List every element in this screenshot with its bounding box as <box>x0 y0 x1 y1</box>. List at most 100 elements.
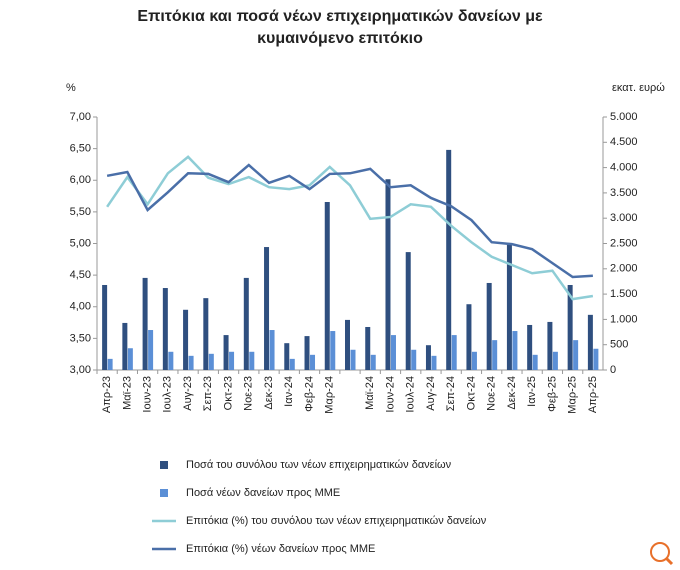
bar <box>527 324 533 370</box>
x-tick-label: Δεκ-24 <box>506 376 518 410</box>
bar <box>365 326 371 370</box>
y2-tick-label: 2.000 <box>610 263 638 275</box>
bar <box>269 330 275 370</box>
x-tick-label: Αυγ-24 <box>425 376 437 411</box>
bar <box>310 354 316 370</box>
y-tick-label: 7,00 <box>70 111 91 123</box>
bar <box>466 304 472 370</box>
bar <box>284 343 290 370</box>
x-tick-label: Μαρ-24 <box>324 376 336 414</box>
x-tick-label: Δεκ-23 <box>263 376 275 410</box>
x-tick-label: Απρ-23 <box>101 376 113 413</box>
y2-tick-label: 1.000 <box>610 313 638 325</box>
y2-tick-label: 4.500 <box>610 136 638 148</box>
bar <box>208 353 214 370</box>
bar <box>492 340 498 370</box>
bar <box>506 244 512 370</box>
bar <box>451 335 457 370</box>
bar <box>324 202 330 370</box>
bar <box>593 348 599 370</box>
bar <box>573 340 579 370</box>
legend-label: Επιτόκια (%) του συνόλου των νέων επιχει… <box>186 515 487 527</box>
bar <box>304 336 310 370</box>
bar <box>405 252 411 370</box>
bar <box>385 179 391 370</box>
line <box>106 155 594 301</box>
bar <box>552 351 558 370</box>
bar <box>102 284 108 370</box>
bar <box>168 351 174 370</box>
y2-tick-label: 500 <box>610 339 628 351</box>
x-tick-label: Απρ-25 <box>587 376 599 413</box>
legend-label: Ποσά νέων δανείων προς ΜΜΕ <box>186 487 340 499</box>
x-tick-label: Νοε-23 <box>243 376 255 411</box>
chart-title: Επιτόκια και ποσά νέων επιχειρηματικών δ… <box>137 8 543 47</box>
x-tick-label: Μαϊ-23 <box>121 376 133 410</box>
bar <box>249 351 255 370</box>
x-tick-label: Νοε-24 <box>486 376 498 411</box>
bar <box>425 345 431 370</box>
legend-swatch <box>160 489 168 497</box>
x-tick-label: Φεβ-24 <box>303 376 315 412</box>
y2-tick-label: 3.000 <box>610 212 638 224</box>
bar <box>390 335 396 370</box>
y2-tick-label: 2.500 <box>610 237 638 249</box>
y-tick-label: 4,00 <box>70 301 91 313</box>
y2-tick-label: 5.000 <box>610 111 638 123</box>
y-tick-label: 6,00 <box>70 174 91 186</box>
bar <box>223 335 229 370</box>
bar <box>345 319 350 370</box>
y-tick-label: 5,50 <box>70 206 91 218</box>
bar <box>567 284 573 370</box>
y2-axis-label: εκατ. ευρώ <box>612 82 665 94</box>
x-tick-label: Ιαν-25 <box>526 376 538 407</box>
x-tick-label: Ιουν-23 <box>142 376 154 413</box>
bar <box>188 355 194 370</box>
x-tick-label: Ιουν-24 <box>384 376 396 413</box>
y2-tick-label: 0 <box>610 364 616 376</box>
bar <box>532 354 538 370</box>
bar <box>127 348 133 370</box>
y-axis-label: % <box>66 82 76 94</box>
y-tick-label: 4,50 <box>70 269 91 281</box>
y-tick-label: 5,00 <box>70 237 91 249</box>
bar <box>289 358 295 370</box>
bar <box>486 282 492 370</box>
bar <box>411 349 417 370</box>
bar <box>203 298 209 370</box>
legend-label: Επιτόκια (%) νέων δανείων προς ΜΜΕ <box>186 543 375 555</box>
bar <box>229 351 235 370</box>
x-tick-label: Φεβ-25 <box>546 376 558 412</box>
bar <box>264 247 270 370</box>
legend-swatch <box>160 461 168 469</box>
bar <box>547 321 553 370</box>
x-tick-label: Οκτ-24 <box>465 376 477 410</box>
bar <box>446 149 452 370</box>
x-tick-label: Οκτ-23 <box>222 376 234 410</box>
logo <box>650 542 674 566</box>
bar <box>431 355 437 370</box>
x-tick-label: Ιαν-24 <box>283 376 295 407</box>
y2-tick-label: 4.000 <box>610 162 638 174</box>
x-tick-label: Σεπ-23 <box>202 376 214 411</box>
x-tick-label: Ιουλ-23 <box>162 376 174 413</box>
x-tick-label: Αυγ-23 <box>182 376 194 411</box>
bar <box>350 349 356 370</box>
bar <box>107 358 113 370</box>
y-tick-label: 6,50 <box>70 143 91 155</box>
bar <box>142 277 148 370</box>
line <box>106 163 593 279</box>
bar <box>243 277 249 370</box>
bar <box>183 309 189 370</box>
bar <box>148 330 154 370</box>
bar <box>370 354 376 370</box>
x-tick-label: Μαϊ-24 <box>364 376 376 410</box>
y-tick-label: 3,00 <box>70 364 91 376</box>
bar <box>587 314 593 370</box>
bar <box>330 331 336 370</box>
bar <box>512 331 518 370</box>
bar <box>471 351 477 370</box>
y2-tick-label: 1.500 <box>610 288 638 300</box>
